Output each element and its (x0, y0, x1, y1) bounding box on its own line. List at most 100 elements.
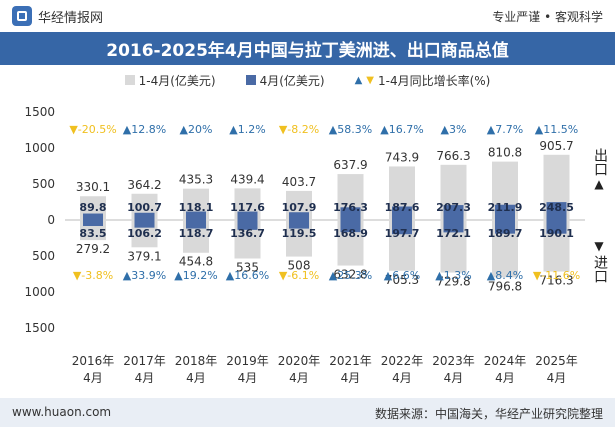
legend-swatch-month (245, 75, 256, 85)
label-import-ytd: 729.8 (436, 275, 470, 289)
bar-import-month (186, 220, 206, 229)
label-import-yoy: ▲19.2% (174, 269, 217, 282)
y-tick-label: 500 (32, 177, 55, 191)
bar-import-month (546, 220, 567, 234)
x-tick-label-year: 2020年 (278, 354, 321, 368)
footer: www.huaon.com 数据来源：中国海关，华经产业研究院整理 (0, 398, 615, 427)
label-export-yoy: ▲7.7% (487, 123, 523, 136)
legend-item-yoy: ▲ ▼ 1-4月同比增长率(%) (355, 72, 491, 89)
label-export-ytd: 810.8 (488, 146, 522, 160)
label-export-month: 107.9 (282, 201, 317, 214)
label-export-yoy: ▲3% (441, 123, 467, 136)
label-import-yoy: ▼-11.6% (533, 269, 580, 282)
label-import-ytd: 796.8 (488, 279, 522, 293)
label-export-yoy: ▲11.5% (535, 123, 578, 136)
x-tick-label-month: 4月 (495, 371, 515, 385)
slogan: 专业严谨 • 客观科学 (492, 10, 603, 24)
import-side-label: ▼ 进口 (591, 238, 608, 283)
legend-label-ytd: 1-4月(亿美元) (138, 73, 216, 88)
arrow-down-icon: ▼ (594, 239, 604, 253)
label-import-ytd: 535 (236, 261, 259, 275)
label-import-month: 172.1 (436, 227, 471, 240)
bar-export-month (546, 202, 567, 220)
bar-export-month (443, 205, 464, 220)
bar-export-month (289, 212, 309, 220)
label-import-month: 168.9 (333, 227, 368, 240)
x-tick-label-month: 4月 (186, 371, 206, 385)
x-tick-label-month: 4月 (392, 371, 412, 385)
bar-import-month (495, 220, 515, 234)
label-export-ytd: 637.9 (333, 158, 367, 172)
label-export-ytd: 330.1 (76, 180, 110, 194)
export-side-text: 出口 (592, 148, 608, 176)
legend-swatch-ytd (124, 75, 135, 85)
brand[interactable]: 华经情报网 (12, 6, 103, 26)
bar-import-month (237, 220, 258, 230)
arrow-up-icon: ▲ (594, 177, 604, 191)
x-tick-label-year: 2023年 (432, 354, 475, 368)
label-import-yoy: ▼-3.8% (73, 269, 113, 282)
label-import-month: 118.7 (179, 227, 214, 240)
label-import-ytd: 379.1 (127, 249, 161, 263)
label-import-yoy: ▲6.6% (384, 269, 420, 282)
triangle-up-icon: ▲ (354, 74, 363, 86)
bar-export-month (495, 204, 515, 220)
label-import-month: 106.2 (127, 227, 162, 240)
x-tick-label-month: 4月 (238, 371, 258, 385)
bar-export-month (83, 213, 103, 220)
label-export-ytd: 905.7 (539, 139, 573, 153)
brand-name: 华经情报网 (38, 10, 104, 26)
label-import-ytd: 508 (288, 259, 311, 273)
triangle-down-icon: ▼ (366, 74, 374, 86)
label-import-yoy: ▲16.6% (226, 269, 269, 282)
bar-export-month (237, 211, 258, 220)
label-export-month: 211.9 (488, 201, 523, 214)
x-tick-label-month: 4月 (547, 371, 567, 385)
x-tick-label-month: 4月 (444, 371, 464, 385)
label-export-month: 100.7 (127, 201, 162, 214)
x-tick-label-year: 2017年 (123, 354, 166, 368)
bar-import-month (392, 220, 412, 235)
y-tick-label: 0 (47, 213, 55, 227)
x-tick-label-month: 4月 (341, 371, 361, 385)
footer-website[interactable]: www.huaon.com (12, 405, 112, 419)
label-export-ytd: 435.3 (179, 173, 213, 187)
bar-import-month (443, 220, 464, 233)
chart-area: 1500 1000 500 0 500 1000 1500 330.1 279.2 89.8 83.… (24, 105, 585, 385)
label-export-yoy: ▲58.3% (329, 123, 372, 136)
label-import-ytd: 705.3 (385, 273, 419, 287)
label-export-month: 207.3 (436, 201, 471, 214)
label-export-ytd: 766.3 (436, 149, 470, 163)
legend: 1-4月(亿美元) 4月(亿美元) ▲ ▼ 1-4月同比增长率(%) (0, 70, 615, 90)
label-export-month: 187.6 (385, 201, 420, 214)
label-export-month: 117.6 (230, 201, 265, 214)
y-tick-label: 500 (32, 249, 55, 263)
y-tick-label: 1500 (24, 105, 55, 119)
x-tick-label-year: 2019年 (226, 354, 269, 368)
label-export-ytd: 439.4 (230, 172, 264, 186)
import-side-text: 进口 (592, 255, 608, 283)
label-import-ytd: 716.3 (539, 274, 573, 288)
label-import-ytd: 454.8 (179, 255, 213, 269)
label-import-yoy: ▼-6.1% (279, 269, 319, 282)
label-import-yoy: ▲33.9% (123, 269, 166, 282)
label-export-ytd: 364.2 (127, 178, 161, 192)
top-bar: 华经情报网 专业严谨 • 客观科学 (0, 0, 615, 32)
label-import-yoy: ▲8.4% (487, 269, 523, 282)
legend-label-yoy: 1-4月同比增长率(%) (378, 73, 491, 88)
label-export-month: 118.1 (179, 201, 214, 214)
x-tick-label-month: 4月 (135, 371, 155, 385)
x-tick-label-month: 4月 (289, 371, 309, 385)
chart-title: 2016-2025年4月中国与拉丁美洲进、出口商品总值 (0, 32, 615, 65)
x-tick-label-year: 2018年 (175, 354, 218, 368)
label-import-month: 136.7 (230, 227, 265, 240)
bar-import-month (83, 220, 103, 227)
y-tick-label: 1000 (24, 141, 55, 155)
bar-import-month (340, 220, 361, 233)
label-export-yoy: ▲12.8% (123, 123, 166, 136)
x-tick-label-month: 4月 (83, 371, 103, 385)
label-export-yoy: ▲1.2% (229, 123, 265, 136)
y-tick-label: 1500 (24, 321, 55, 335)
y-tick-label: 1000 (24, 285, 55, 299)
x-tick-label-year: 2024年 (484, 354, 527, 368)
